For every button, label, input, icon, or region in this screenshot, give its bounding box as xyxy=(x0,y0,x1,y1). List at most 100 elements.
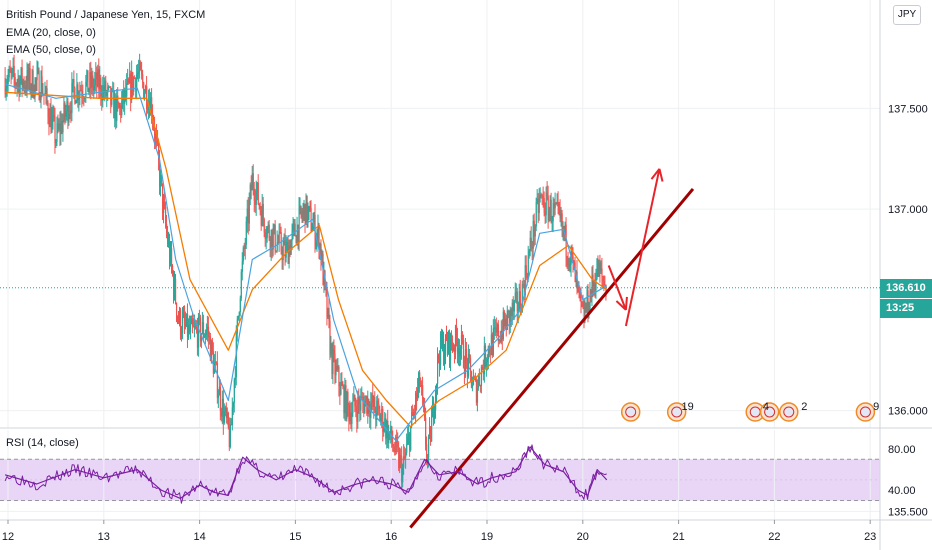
candle-body xyxy=(465,349,468,360)
candle-body xyxy=(5,87,7,95)
time-axis-label: 21 xyxy=(672,531,684,543)
candle-body xyxy=(429,427,431,437)
candle-body xyxy=(261,203,263,226)
projection-arrow-up[interactable] xyxy=(624,168,661,327)
candle-body xyxy=(342,385,344,388)
candle-body xyxy=(597,258,599,277)
ema50-legend[interactable]: EMA (50, close, 0) xyxy=(6,44,96,56)
candle-body xyxy=(585,307,587,312)
candle-body xyxy=(273,224,275,232)
candle-body xyxy=(160,174,162,187)
candle-body xyxy=(279,231,281,233)
candle-body xyxy=(359,403,361,411)
symbol-title: British Pound / Japanese Yen, 15, FXCM xyxy=(6,9,206,21)
candle-body xyxy=(345,385,347,419)
candle-body xyxy=(415,393,417,413)
candle-body xyxy=(582,305,584,309)
candle-body xyxy=(75,100,77,104)
candle-body xyxy=(11,69,13,74)
currency-button[interactable]: JPY xyxy=(893,5,921,25)
candle-body xyxy=(463,367,466,374)
projection-arrow-down[interactable] xyxy=(607,265,627,311)
candle-body xyxy=(498,339,501,341)
candle-body xyxy=(417,388,419,400)
candle-body xyxy=(492,328,495,356)
flag-icon xyxy=(749,406,761,418)
candle-body xyxy=(443,338,445,364)
ema20-legend[interactable]: EMA (20, close, 0) xyxy=(6,27,96,39)
candle-body xyxy=(383,428,385,432)
price-axis-label: 135.500 xyxy=(888,506,928,518)
candle-body xyxy=(120,105,122,116)
candle-body xyxy=(600,268,602,272)
candle-body xyxy=(480,366,483,386)
candle-body xyxy=(184,323,187,326)
candle-body xyxy=(509,309,511,325)
candle-body xyxy=(339,386,341,395)
candle-body xyxy=(522,283,524,285)
candle-body xyxy=(223,412,226,423)
candle-body xyxy=(466,359,469,377)
candle-body xyxy=(495,327,498,333)
candle-body xyxy=(425,417,427,445)
candle-body xyxy=(496,324,499,333)
candle-body xyxy=(230,424,232,426)
candle-body xyxy=(357,396,359,422)
candle-body xyxy=(400,455,402,457)
candle-body xyxy=(137,72,139,75)
candle-body xyxy=(174,278,177,303)
candle-body xyxy=(191,319,194,326)
candle-body xyxy=(217,395,220,398)
candle-body xyxy=(316,233,318,241)
candle-body xyxy=(291,230,293,241)
candle-body xyxy=(122,89,124,101)
flag-icon xyxy=(859,406,871,418)
candle-body xyxy=(442,338,444,347)
candle-body xyxy=(586,290,588,312)
candle-body xyxy=(281,251,283,261)
candle-body xyxy=(38,70,40,100)
candle-body xyxy=(88,88,90,93)
candle-body xyxy=(238,312,240,316)
candle-body xyxy=(325,282,327,292)
candle-body xyxy=(344,385,346,414)
price-axis-label: 137.500 xyxy=(888,103,928,115)
candle-body xyxy=(111,90,113,105)
candle-body xyxy=(564,224,566,236)
candle-body xyxy=(292,225,294,231)
candle-body xyxy=(262,203,264,219)
candle-body xyxy=(552,202,554,222)
candle-body xyxy=(518,291,520,310)
candle-body xyxy=(192,325,195,328)
candle-body xyxy=(197,316,200,348)
candle-body xyxy=(441,333,443,347)
candle-body xyxy=(53,115,55,117)
candle-body xyxy=(133,77,135,92)
candle-body xyxy=(203,336,206,338)
candle-body xyxy=(99,77,101,90)
candle-body xyxy=(505,318,507,330)
candle-body xyxy=(507,310,509,312)
candle-body xyxy=(572,256,574,261)
candle-body xyxy=(348,405,350,422)
candle-body xyxy=(186,313,189,338)
candle-body xyxy=(175,302,178,317)
candle-body xyxy=(252,173,254,189)
candle-body xyxy=(6,83,8,88)
candle-body xyxy=(72,79,74,84)
candle-body xyxy=(185,313,188,326)
candle-body xyxy=(144,93,146,99)
candle-body xyxy=(413,411,415,416)
rsi-legend[interactable]: RSI (14, close) xyxy=(6,437,79,449)
candle-body xyxy=(140,62,142,70)
candle-body xyxy=(167,231,169,245)
candle-body xyxy=(338,366,340,387)
candle-body xyxy=(362,396,364,402)
candle-body xyxy=(414,411,416,413)
candle-body xyxy=(448,331,451,361)
candle-body xyxy=(80,89,82,91)
projection-arrow-up-head xyxy=(658,168,664,182)
candle-body xyxy=(523,284,525,296)
candle-body xyxy=(464,349,467,374)
